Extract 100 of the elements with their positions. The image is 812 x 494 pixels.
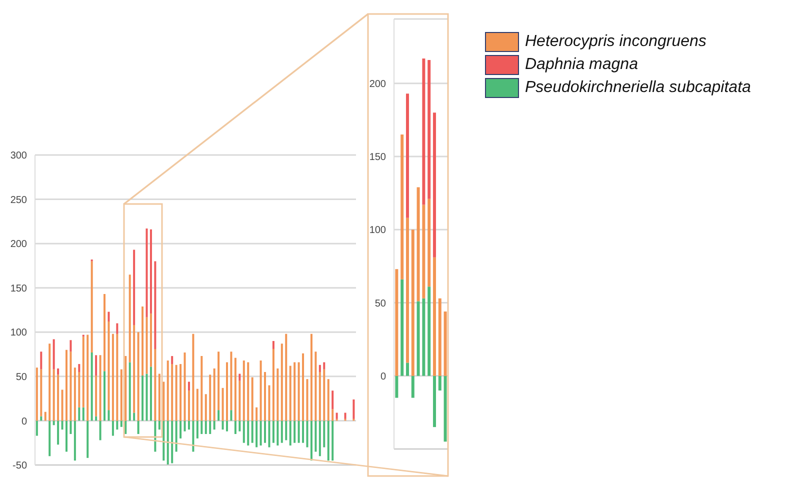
bar <box>218 410 220 421</box>
bar <box>422 58 426 205</box>
bar <box>146 374 148 421</box>
bar <box>196 388 198 421</box>
bar <box>200 356 203 421</box>
bar <box>438 298 442 376</box>
bar <box>289 420 292 446</box>
bar <box>48 344 51 421</box>
bar <box>61 420 64 430</box>
bar <box>112 334 114 421</box>
bar <box>188 420 190 430</box>
bar <box>150 229 152 314</box>
bar <box>422 204 426 298</box>
bar <box>444 376 447 442</box>
y-tick-label: 0 <box>380 371 386 382</box>
bar <box>154 261 156 349</box>
bar <box>230 410 232 421</box>
bar <box>78 364 80 372</box>
bar <box>192 334 194 421</box>
bar <box>280 420 283 443</box>
bar <box>52 420 55 426</box>
bar <box>400 134 404 280</box>
bar <box>272 420 274 443</box>
bar <box>318 372 321 421</box>
bar <box>108 312 110 322</box>
y-tick-label: 150 <box>10 283 28 294</box>
bar <box>180 420 182 438</box>
bar <box>104 371 106 421</box>
y-tick-label: 0 <box>21 416 28 428</box>
bar <box>411 230 414 376</box>
bar <box>82 407 84 421</box>
y-tick-label: 300 <box>10 150 28 162</box>
bar <box>86 420 89 458</box>
bar <box>416 187 420 302</box>
bar <box>158 374 160 421</box>
bar <box>218 352 220 410</box>
bar <box>422 298 426 376</box>
bar <box>128 362 131 421</box>
bar <box>171 364 174 421</box>
bar <box>70 340 72 352</box>
bar <box>432 112 436 258</box>
bar <box>406 362 409 376</box>
bar <box>108 410 110 421</box>
bar <box>242 420 245 443</box>
bar <box>150 366 152 421</box>
bar <box>204 394 207 421</box>
bar <box>90 261 93 353</box>
bar <box>180 364 182 421</box>
bar <box>158 420 160 430</box>
bar <box>99 355 102 421</box>
bar <box>302 420 304 443</box>
y-tick-label: 150 <box>369 152 386 164</box>
bar <box>120 369 122 421</box>
bar <box>406 218 409 363</box>
bar <box>226 362 228 421</box>
bar <box>142 376 144 421</box>
bar <box>209 374 212 421</box>
bar <box>432 376 436 428</box>
bar <box>61 390 64 421</box>
bar <box>171 356 174 364</box>
bar <box>318 364 321 372</box>
bar <box>116 323 118 334</box>
bar <box>294 420 296 443</box>
bar <box>40 416 42 421</box>
bar <box>44 412 46 421</box>
bar <box>285 420 288 440</box>
bar <box>171 420 174 464</box>
bar <box>268 385 270 421</box>
bar <box>52 369 55 421</box>
bar <box>222 420 224 430</box>
bar <box>86 334 89 421</box>
bar <box>70 420 72 434</box>
bar <box>213 420 216 430</box>
bar <box>411 376 414 398</box>
y-tick-label: -50 <box>12 460 28 472</box>
y-tick-label: 50 <box>16 372 28 383</box>
bar <box>310 334 312 421</box>
y-tick-label: 200 <box>369 78 386 90</box>
bar <box>175 364 178 421</box>
bar <box>234 420 236 434</box>
bar <box>444 312 447 376</box>
bar <box>104 294 106 372</box>
bar <box>323 362 326 370</box>
bar <box>438 376 442 390</box>
bar <box>306 379 308 421</box>
bar <box>74 368 76 421</box>
y-tick-label: 100 <box>369 225 386 236</box>
bar <box>82 336 84 408</box>
bar <box>247 362 250 421</box>
bar <box>133 325 136 413</box>
bar <box>298 420 300 443</box>
bar <box>48 420 51 456</box>
bar <box>260 420 262 446</box>
bar <box>264 420 266 443</box>
bar <box>332 390 334 410</box>
bar <box>251 377 254 421</box>
bar <box>70 352 72 421</box>
bar <box>175 420 178 452</box>
bar <box>204 420 207 434</box>
bar <box>57 374 60 421</box>
